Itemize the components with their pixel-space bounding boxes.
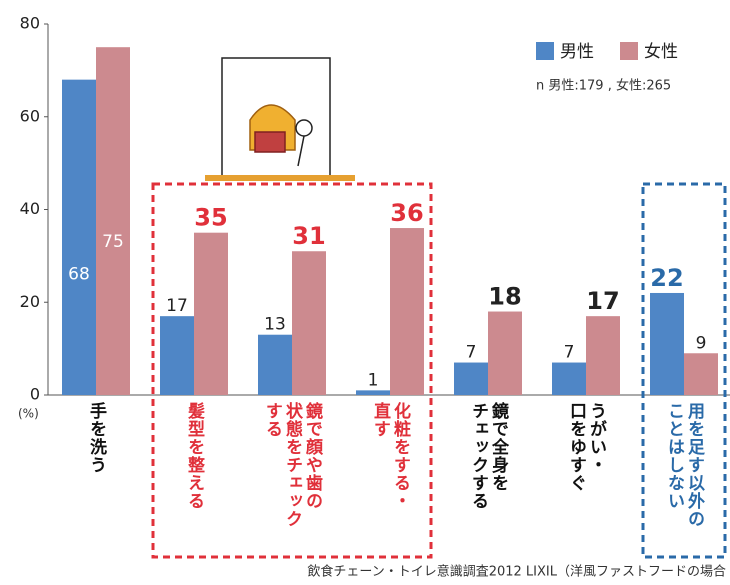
bar (586, 316, 620, 395)
bar (552, 362, 586, 395)
illustration (205, 57, 355, 181)
value-label: 75 (102, 232, 124, 252)
value-label: 35 (194, 204, 227, 232)
legend-label: 男性 (560, 42, 594, 62)
bar (650, 292, 684, 395)
bar (390, 228, 424, 395)
bar (62, 79, 96, 396)
value-label: 1 (368, 370, 379, 390)
bar (258, 334, 292, 395)
x-tick-label: 髪型を整える (184, 402, 204, 510)
y-tick-label: 0 (30, 385, 40, 404)
value-label: 17 (166, 296, 188, 316)
bar (160, 316, 194, 395)
bar (684, 353, 718, 395)
x-tick-label: 化粧をする・ 直す (370, 402, 410, 510)
highlight-box (151, 182, 433, 559)
legend-swatch (620, 42, 638, 60)
bar (454, 362, 488, 395)
bar (194, 232, 228, 395)
highlight-box (641, 182, 727, 559)
value-label: 17 (586, 287, 619, 315)
value-label: 31 (292, 222, 325, 250)
y-tick-label: 60 (20, 106, 40, 125)
value-label: 7 (466, 343, 477, 363)
value-label: 68 (68, 265, 90, 285)
value-label: 9 (696, 333, 707, 353)
note: n 男性:179 , 女性:265 (536, 78, 671, 94)
value-label: 7 (564, 343, 575, 363)
value-label: 13 (264, 315, 286, 335)
y-tick-label: 40 (20, 199, 40, 218)
x-tick-label: 鏡で全身を チェックする (468, 402, 508, 510)
bar (96, 47, 130, 395)
legend-label: 女性 (644, 42, 678, 62)
x-tick-label: 鏡で顔や歯の 状態をチェック する (262, 402, 322, 528)
y-tick-label: 80 (20, 14, 40, 33)
bar (292, 251, 326, 395)
x-tick-label: 手を洗う (86, 402, 106, 474)
x-tick-label: 用を足す以外の ことはしない (664, 402, 704, 528)
value-label: 22 (650, 264, 683, 292)
source: 飲食チェーン・トイレ意識調査2012 LIXIL（洋風ファストフードの場合 (307, 564, 726, 580)
x-tick-label: うがい・ 口をゆすぐ (566, 402, 606, 492)
bar (356, 390, 390, 395)
value-label: 18 (488, 283, 521, 311)
y-tick-label: 20 (20, 292, 40, 311)
y-unit: (%) (18, 407, 39, 421)
legend-swatch (536, 42, 554, 60)
bar (488, 311, 522, 395)
value-label: 36 (390, 199, 423, 227)
